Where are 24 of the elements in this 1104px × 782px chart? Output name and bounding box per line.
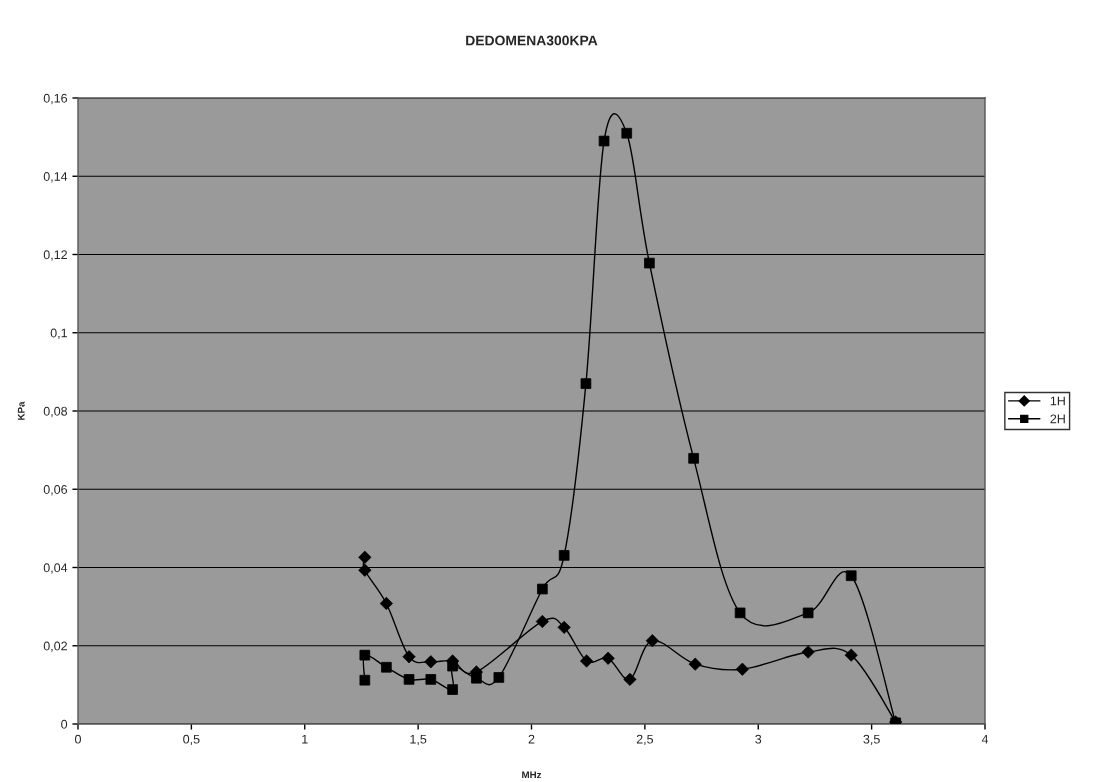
y-tick-label: 0,06 [43, 485, 68, 496]
y-tick-label: 0,02 [43, 641, 67, 652]
x-tick-label: 4 [981, 734, 989, 744]
y-tick-label: 0,1 [50, 328, 67, 339]
point [535, 614, 549, 629]
y-tick-label: 0,12 [43, 250, 67, 261]
x-tick-label: 3 [755, 734, 762, 744]
x-tick-label: 2,5 [636, 734, 654, 746]
y-axis-title: KPa [17, 401, 25, 420]
legend-label: 1H [1050, 396, 1065, 406]
legend-label: 2H [1050, 414, 1065, 424]
y-tick-label: 0,14 [43, 172, 68, 183]
x-tick-label: 3,5 [863, 734, 880, 746]
chart-title: DEDOMENA300KPA [466, 35, 598, 46]
y-tick-label: 0,16 [43, 93, 68, 105]
x-tick-label: 0 [75, 734, 81, 744]
y-tick-label: 0,04 [43, 563, 68, 574]
x-tick-label: 1 [302, 734, 308, 744]
x-axis-title: MHz [522, 771, 542, 779]
x-tick-label: 1,5 [410, 734, 427, 746]
x-tick-label: 2 [528, 734, 535, 744]
y-tick-label: 0 [61, 719, 68, 729]
y-tick-label: 0,08 [43, 406, 68, 418]
x-tick-label: 0,5 [183, 734, 200, 746]
